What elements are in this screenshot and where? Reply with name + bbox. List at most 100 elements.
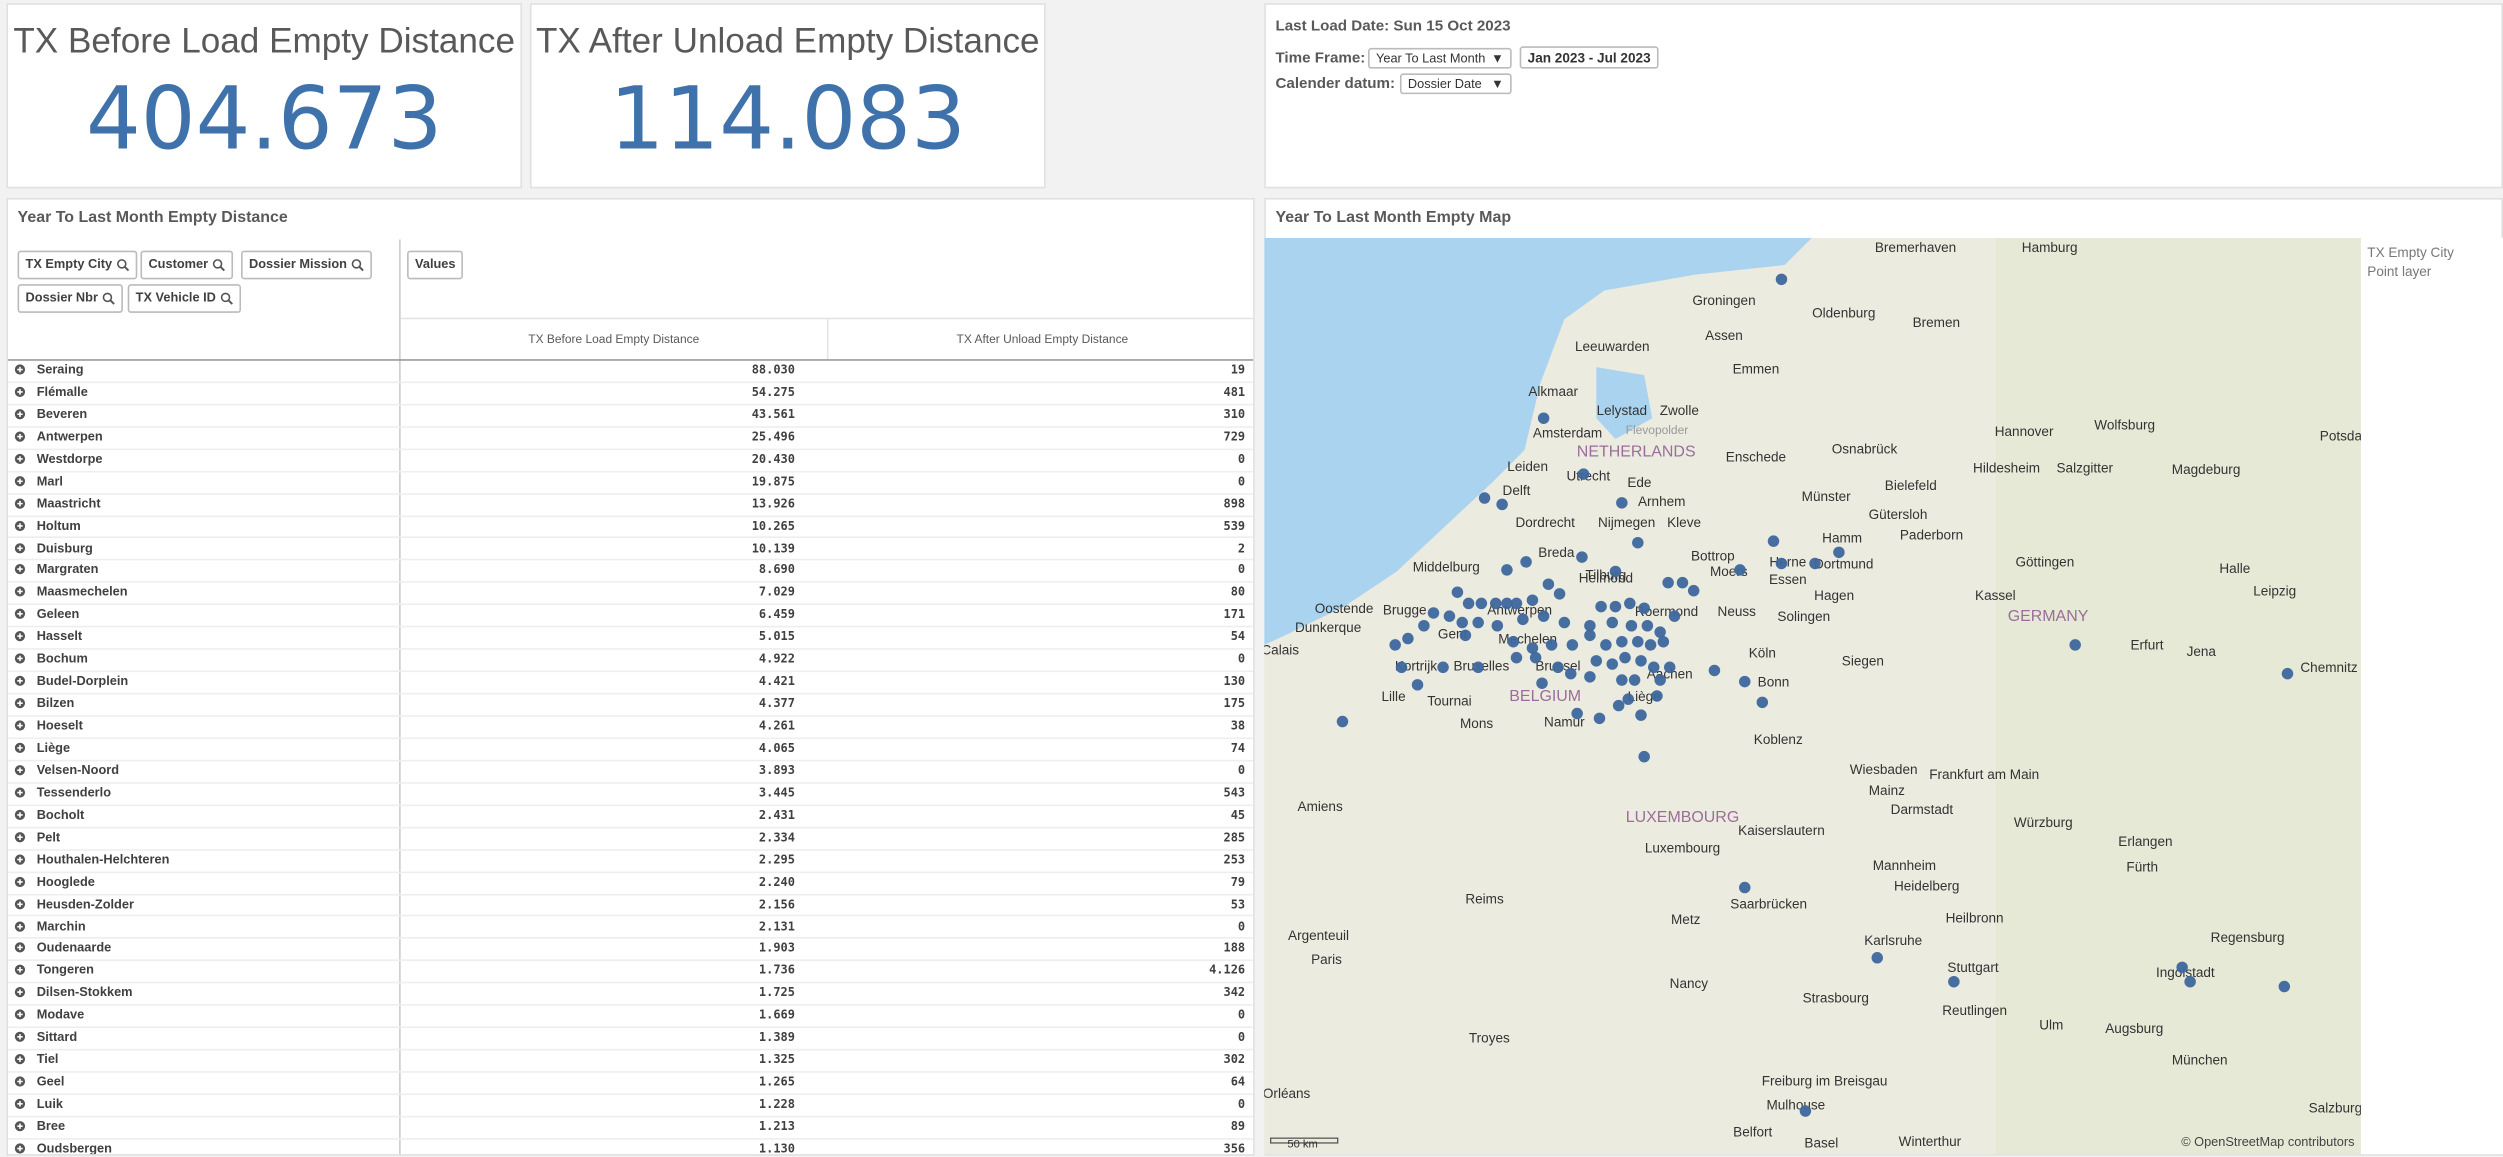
row-label[interactable]: Bochum <box>36 651 88 667</box>
expand-icon[interactable] <box>14 720 26 731</box>
location-point[interactable] <box>1507 635 1520 648</box>
location-point[interactable] <box>1475 597 1488 610</box>
row-label[interactable]: Budel-Dorplein <box>36 673 129 689</box>
location-point[interactable] <box>1336 715 1349 728</box>
location-point[interactable] <box>1577 468 1590 480</box>
row-label[interactable]: Velsen-Noord <box>36 762 120 778</box>
row-label[interactable]: Flémalle <box>36 384 88 399</box>
location-point[interactable] <box>1624 597 1636 610</box>
dimension-chip[interactable]: TX Vehicle ID <box>127 284 242 313</box>
location-point[interactable] <box>1584 620 1596 632</box>
location-point[interactable] <box>1411 679 1424 691</box>
location-point[interactable] <box>1553 588 1566 600</box>
dimension-chip[interactable]: Customer <box>140 250 234 280</box>
row-label[interactable]: Seraing <box>36 362 84 377</box>
location-point[interactable] <box>1542 578 1555 590</box>
location-point[interactable] <box>2281 667 2294 680</box>
row-label[interactable]: Luik <box>36 1096 63 1112</box>
expand-icon[interactable] <box>14 1121 26 1132</box>
location-point[interactable] <box>1606 616 1619 629</box>
location-point[interactable] <box>1545 639 1558 651</box>
location-point[interactable] <box>1462 597 1475 610</box>
expand-icon[interactable] <box>14 364 26 375</box>
row-label[interactable]: Holtum <box>36 518 81 533</box>
location-point[interactable] <box>1472 616 1484 629</box>
location-point[interactable] <box>1668 610 1681 622</box>
location-point[interactable] <box>1584 671 1596 683</box>
row-label[interactable]: Marl <box>36 473 63 488</box>
expand-icon[interactable] <box>14 920 26 931</box>
location-point[interactable] <box>1632 536 1644 549</box>
row-label[interactable]: Westdorpe <box>36 451 103 466</box>
expand-icon[interactable] <box>14 942 26 954</box>
row-label[interactable]: Hoeselt <box>36 718 83 733</box>
location-point[interactable] <box>2278 980 2291 993</box>
row-label[interactable]: Geel <box>36 1074 65 1089</box>
location-point[interactable] <box>1767 535 1780 547</box>
period-button[interactable]: Jan 2023 - Jul 2023 <box>1519 46 1659 69</box>
expand-icon[interactable] <box>14 1031 26 1043</box>
location-point[interactable] <box>1517 613 1529 626</box>
expand-icon[interactable] <box>14 1076 26 1087</box>
row-label[interactable]: Beveren <box>36 406 88 422</box>
location-point[interactable] <box>1389 639 1401 651</box>
expand-icon[interactable] <box>14 1009 26 1020</box>
location-point[interactable] <box>1663 661 1676 674</box>
values-button[interactable]: Values <box>407 250 464 280</box>
location-point[interactable] <box>1501 564 1513 576</box>
row-label[interactable]: Bilzen <box>36 696 75 711</box>
location-point[interactable] <box>1443 610 1456 622</box>
location-point[interactable] <box>1496 498 1508 511</box>
location-point[interactable] <box>1622 693 1634 705</box>
location-point[interactable] <box>1809 557 1821 570</box>
location-point[interactable] <box>1625 620 1638 632</box>
expand-icon[interactable] <box>14 475 26 486</box>
row-label[interactable]: Houthalen-Helchteren <box>36 851 170 867</box>
expand-icon[interactable] <box>14 898 26 909</box>
location-point[interactable] <box>1427 607 1440 619</box>
expand-icon[interactable] <box>14 831 26 842</box>
expand-icon[interactable] <box>14 965 26 976</box>
location-point[interactable] <box>1510 597 1523 610</box>
location-point[interactable] <box>1775 557 1788 570</box>
location-point[interactable] <box>1491 620 1504 632</box>
expand-icon[interactable] <box>14 520 26 531</box>
location-point[interactable] <box>1537 610 1550 622</box>
dimension-chip[interactable]: TX Empty City <box>17 250 138 280</box>
row-label[interactable]: Modave <box>36 1007 85 1023</box>
expand-icon[interactable] <box>14 675 26 687</box>
location-point[interactable] <box>1644 639 1657 651</box>
location-point[interactable] <box>1510 651 1523 664</box>
expand-icon[interactable] <box>14 453 26 464</box>
expand-icon[interactable] <box>14 631 26 642</box>
location-point[interactable] <box>1616 674 1628 686</box>
location-point[interactable] <box>1520 556 1532 568</box>
expand-icon[interactable] <box>14 809 26 820</box>
location-point[interactable] <box>1739 675 1751 688</box>
expand-icon[interactable] <box>14 408 26 420</box>
expand-icon[interactable] <box>14 987 26 998</box>
location-point[interactable] <box>1641 620 1654 632</box>
row-label[interactable]: Geleen <box>36 607 80 622</box>
expand-icon[interactable] <box>14 876 26 887</box>
location-point[interactable] <box>1565 667 1577 680</box>
location-point[interactable] <box>1662 576 1674 589</box>
location-point[interactable] <box>1708 664 1721 677</box>
location-point[interactable] <box>1558 616 1571 629</box>
row-label[interactable]: Oudenaarde <box>36 940 112 956</box>
row-label[interactable]: Maastricht <box>36 495 101 511</box>
location-point[interactable] <box>1612 699 1625 712</box>
dropdown[interactable]: Year To Last Month ▼ <box>1368 47 1512 69</box>
location-point[interactable] <box>1616 497 1628 509</box>
location-point[interactable] <box>1635 655 1647 667</box>
location-point[interactable] <box>1651 690 1663 702</box>
expand-icon[interactable] <box>14 787 26 798</box>
expand-icon[interactable] <box>14 431 26 442</box>
location-point[interactable] <box>1734 564 1746 576</box>
location-point[interactable] <box>1478 492 1491 504</box>
location-point[interactable] <box>1593 712 1606 725</box>
location-point[interactable] <box>2176 961 2188 974</box>
expand-icon[interactable] <box>14 764 26 776</box>
location-point[interactable] <box>1775 273 1788 286</box>
expand-icon[interactable] <box>14 542 26 553</box>
